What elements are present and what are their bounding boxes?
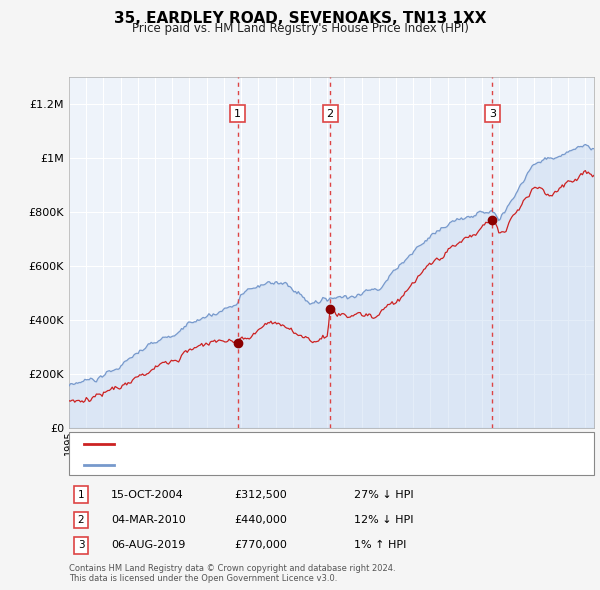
Text: 1% ↑ HPI: 1% ↑ HPI (354, 540, 406, 550)
Text: 27% ↓ HPI: 27% ↓ HPI (354, 490, 413, 500)
Text: 15-OCT-2004: 15-OCT-2004 (111, 490, 184, 500)
Text: 2: 2 (77, 515, 85, 525)
Text: 3: 3 (77, 540, 85, 550)
Text: £312,500: £312,500 (234, 490, 287, 500)
Text: 1: 1 (77, 490, 85, 500)
Text: 35, EARDLEY ROAD, SEVENOAKS, TN13 1XX: 35, EARDLEY ROAD, SEVENOAKS, TN13 1XX (114, 11, 486, 25)
Text: 3: 3 (489, 109, 496, 119)
Text: HPI: Average price, detached house, Sevenoaks: HPI: Average price, detached house, Seve… (123, 460, 373, 470)
Text: 12% ↓ HPI: 12% ↓ HPI (354, 515, 413, 525)
Text: 04-MAR-2010: 04-MAR-2010 (111, 515, 186, 525)
Text: Contains HM Land Registry data © Crown copyright and database right 2024.
This d: Contains HM Land Registry data © Crown c… (69, 563, 395, 583)
Text: £770,000: £770,000 (234, 540, 287, 550)
Text: 35, EARDLEY ROAD, SEVENOAKS, TN13 1XX (detached house): 35, EARDLEY ROAD, SEVENOAKS, TN13 1XX (d… (123, 440, 446, 449)
Text: Price paid vs. HM Land Registry's House Price Index (HPI): Price paid vs. HM Land Registry's House … (131, 22, 469, 35)
Text: 1: 1 (234, 109, 241, 119)
Text: £440,000: £440,000 (234, 515, 287, 525)
Text: 2: 2 (326, 109, 334, 119)
Text: 06-AUG-2019: 06-AUG-2019 (111, 540, 185, 550)
